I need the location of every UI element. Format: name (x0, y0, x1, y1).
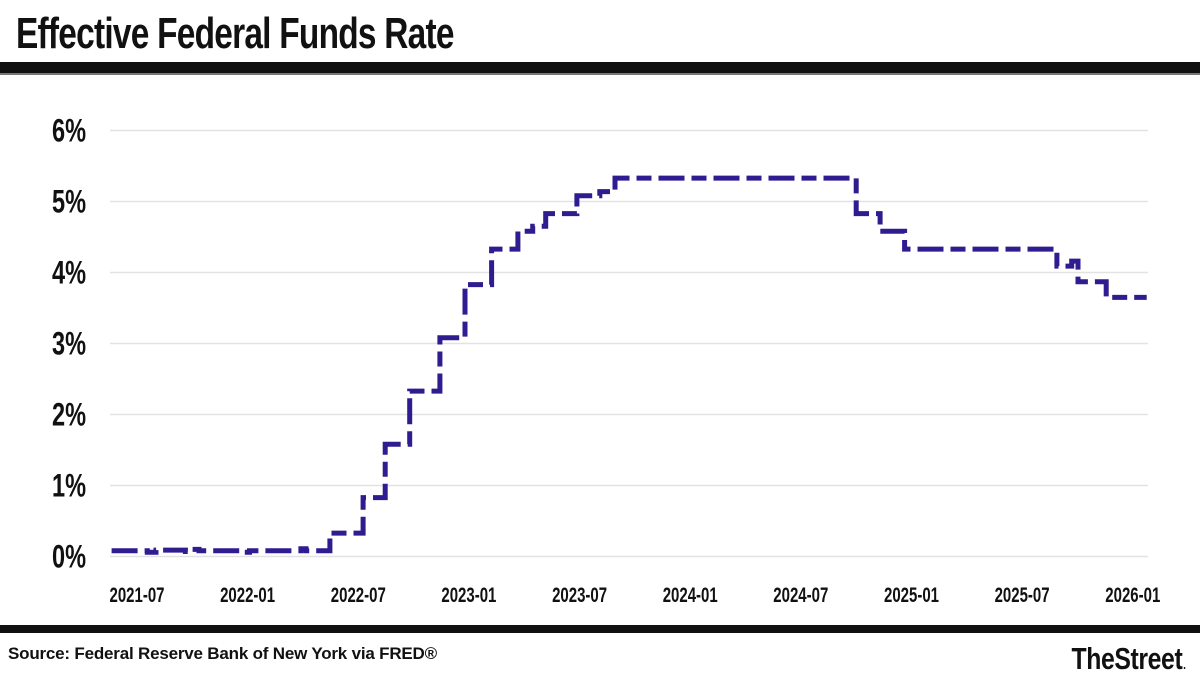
rate-line (111, 175, 1147, 555)
svg-text:5%: 5% (52, 184, 86, 220)
svg-text:2023-01: 2023-01 (441, 584, 496, 607)
svg-text:2021-07: 2021-07 (110, 584, 165, 607)
thestreet-logo: TheStreet. (1071, 641, 1187, 675)
svg-text:2026-01: 2026-01 (1105, 584, 1160, 607)
svg-text:3%: 3% (52, 326, 86, 362)
svg-text:2025-01: 2025-01 (884, 584, 939, 607)
y-axis-labels: 0% 1% 2% 3% 4% 5% 6% (52, 113, 86, 575)
svg-text:2024-01: 2024-01 (663, 584, 718, 607)
svg-text:2025-07: 2025-07 (995, 584, 1050, 607)
svg-text:2%: 2% (52, 397, 86, 433)
title-divider-bar (0, 62, 1200, 75)
svg-text:6%: 6% (52, 113, 86, 149)
page-title: Effective Federal Funds Rate (16, 9, 454, 58)
svg-text:2024-07: 2024-07 (773, 584, 828, 607)
svg-text:0%: 0% (52, 539, 86, 575)
svg-text:2023-07: 2023-07 (552, 584, 607, 607)
x-axis-labels: 2021-07 2022-01 2022-07 2023-01 2023-07 2024-… (110, 584, 1161, 607)
svg-text:2022-07: 2022-07 (331, 584, 386, 607)
y-gridlines (110, 129, 1148, 558)
svg-text:1%: 1% (52, 468, 86, 504)
footer-divider-bar (0, 625, 1200, 633)
thestreet-logo-text: TheStreet (1071, 641, 1183, 675)
svg-text:2022-01: 2022-01 (220, 584, 275, 607)
source-attribution: Source: Federal Reserve Bank of New York… (8, 644, 437, 663)
logo-dot: . (1183, 657, 1187, 672)
svg-text:4%: 4% (52, 255, 86, 291)
